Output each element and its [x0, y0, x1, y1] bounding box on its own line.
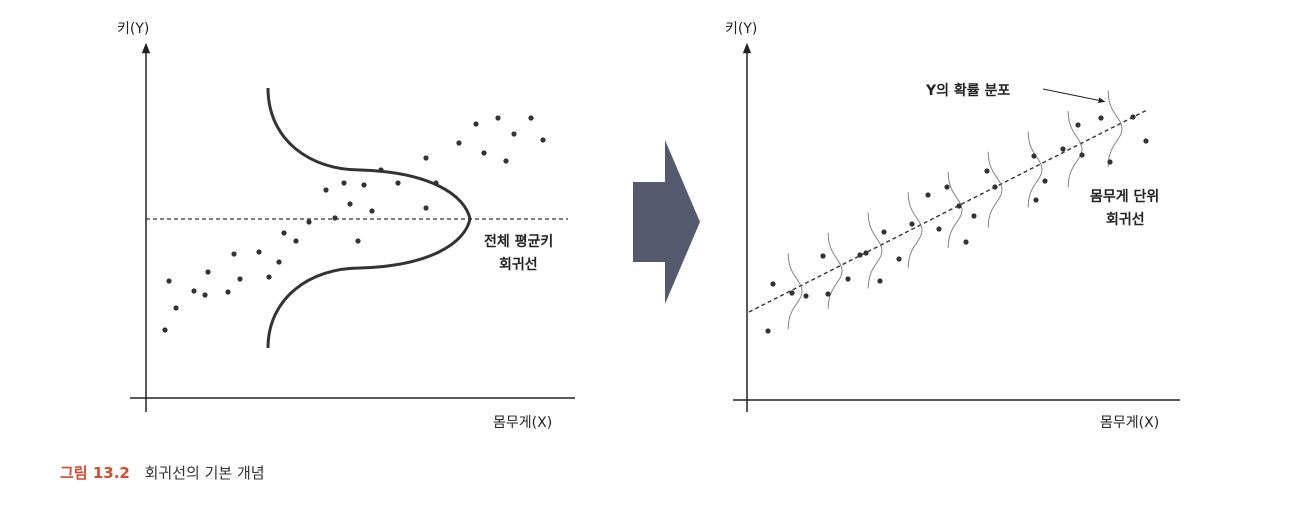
left-point	[341, 180, 347, 186]
right-point	[1042, 178, 1048, 184]
right-point	[956, 203, 962, 209]
left-point	[355, 238, 361, 244]
right-point	[925, 192, 931, 198]
distribution-curve	[987, 151, 1003, 228]
left-point	[423, 205, 429, 211]
left-point	[225, 289, 231, 295]
right-point	[863, 250, 869, 256]
left-point	[503, 158, 509, 164]
left-y-axis-label: 키(Y)	[117, 21, 149, 37]
right-x-axis-label: 몸무게(X)	[1100, 415, 1159, 431]
distribution-curve	[1107, 90, 1123, 167]
left-point	[433, 180, 439, 186]
distribution-pointer-arrow	[1042, 88, 1106, 104]
right-point	[1143, 138, 1149, 144]
right-point	[770, 281, 776, 287]
right-point	[896, 256, 902, 262]
right-point	[963, 239, 969, 245]
left-point	[173, 305, 179, 311]
right-point	[984, 168, 990, 174]
left-point	[361, 182, 367, 188]
left-point	[276, 259, 282, 265]
right-panel: 키(Y) 몸무게(X)	[725, 21, 1180, 431]
left-point	[378, 167, 384, 173]
right-point	[1107, 159, 1113, 165]
distribution-curve	[787, 253, 803, 330]
right-scatter-points	[765, 114, 1149, 334]
distribution-curve	[947, 172, 963, 248]
distribution-curve	[907, 192, 923, 269]
right-distribution-curves	[787, 90, 1123, 330]
distribution-curve	[827, 232, 843, 309]
right-point	[845, 276, 851, 282]
right-point	[1033, 197, 1039, 203]
right-point	[820, 253, 826, 259]
left-point	[456, 140, 462, 146]
right-point	[1130, 114, 1136, 120]
right-point	[825, 291, 831, 297]
right-point	[877, 278, 883, 284]
right-point	[765, 328, 771, 334]
transition-arrow-icon	[633, 140, 700, 304]
right-point	[857, 252, 863, 258]
right-point	[1098, 115, 1104, 121]
right-point	[992, 184, 998, 190]
left-point	[347, 201, 353, 207]
right-point	[1060, 146, 1066, 152]
distribution-label: Y의 확률 분포	[925, 82, 1010, 99]
left-point	[256, 249, 262, 255]
left-point	[423, 155, 429, 161]
right-y-axis-label: 키(Y)	[725, 21, 757, 37]
left-point	[281, 230, 287, 236]
left-point	[162, 327, 168, 333]
distribution-curve	[1027, 131, 1043, 208]
left-point	[237, 276, 243, 282]
right-point	[1079, 152, 1085, 158]
left-point	[202, 292, 208, 298]
caption-number: 그림 13.2	[60, 464, 130, 482]
left-point	[306, 219, 312, 225]
left-line-label-2: 회귀선	[499, 256, 538, 273]
left-point	[166, 278, 172, 284]
right-point	[881, 229, 887, 235]
caption-text: 회귀선의 기본 개념	[144, 464, 265, 482]
left-point	[231, 251, 237, 257]
left-point	[191, 288, 197, 294]
distribution-curve	[1067, 111, 1083, 188]
left-point	[495, 115, 501, 121]
left-point	[369, 208, 375, 214]
left-point	[205, 269, 211, 275]
right-point	[971, 213, 977, 219]
right-line-label-1: 몸무게 단위	[1090, 188, 1159, 205]
left-scatter-points	[162, 115, 546, 333]
right-point	[909, 221, 915, 227]
left-point	[395, 180, 401, 186]
right-point	[789, 290, 795, 296]
left-point	[332, 215, 338, 221]
right-line-label-2: 회귀선	[1106, 211, 1145, 228]
right-point	[936, 226, 942, 232]
left-point	[323, 187, 329, 193]
right-regression-line	[748, 109, 1148, 313]
right-point	[803, 293, 809, 299]
right-point	[1075, 122, 1081, 128]
left-point	[293, 238, 299, 244]
left-point	[540, 137, 546, 143]
left-point	[528, 115, 534, 121]
left-point	[481, 150, 487, 156]
distribution-curve	[867, 212, 883, 289]
right-point	[1031, 153, 1037, 159]
left-point	[511, 131, 517, 137]
left-point	[473, 121, 479, 127]
left-x-axis-label: 몸무게(X)	[493, 415, 552, 431]
left-normal-curve	[266, 87, 472, 349]
figure-caption: 그림 13.2 회귀선의 기본 개념	[60, 462, 265, 483]
right-point	[944, 184, 950, 190]
left-panel: 키(Y) 몸무게(X)	[117, 21, 575, 431]
left-point	[266, 274, 272, 280]
left-line-label-1: 전체 평균키	[484, 233, 553, 250]
